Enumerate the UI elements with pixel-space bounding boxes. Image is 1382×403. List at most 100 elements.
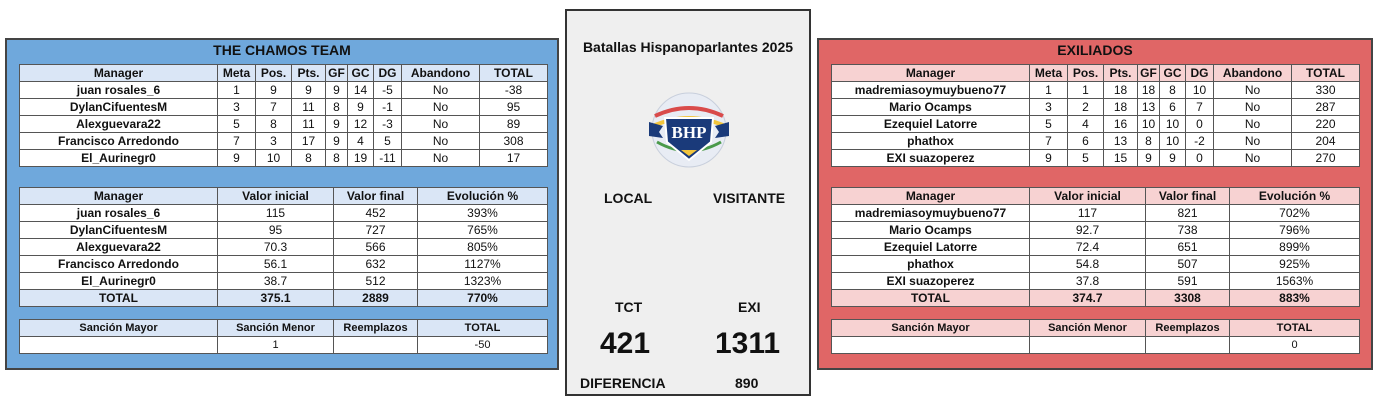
visitor-team-abbr: EXI xyxy=(738,299,761,315)
standings-table: Manager Meta Pos. Pts. GF GC DG Abandono TOTAL ju… xyxy=(19,64,548,167)
table-cell: 1563% xyxy=(1229,272,1360,290)
table-cell: 19 xyxy=(347,149,374,167)
table-cell: 18 xyxy=(1103,98,1138,116)
table-cell: 5 xyxy=(1067,149,1104,167)
table-row: 0 xyxy=(831,336,1360,354)
table-cell: 1 xyxy=(217,336,334,354)
table-cell: 11 xyxy=(291,115,326,133)
table-cell: 7 xyxy=(1185,98,1214,116)
total-row: TOTAL 375.1 2889 770% xyxy=(19,289,548,307)
table-row: Francisco Arredondo 7 3 17 9 4 5 No 308 xyxy=(19,132,548,150)
table-cell: No xyxy=(401,115,480,133)
table-cell: 10 xyxy=(1159,132,1186,150)
table-cell xyxy=(1145,336,1230,354)
table-cell: 6 xyxy=(1067,132,1104,150)
table-cell: 796% xyxy=(1229,221,1360,239)
table-cell: 37.8 xyxy=(1029,272,1146,290)
table-cell: 591 xyxy=(1145,272,1230,290)
bhp-logo: BHP xyxy=(649,92,729,168)
table-cell: No xyxy=(401,81,480,99)
table-cell: 89 xyxy=(479,115,548,133)
table-cell: 9 xyxy=(325,81,348,99)
table-cell: -3 xyxy=(373,115,402,133)
table-cell: 374.7 xyxy=(1029,289,1146,307)
table-cell: No xyxy=(1213,115,1292,133)
table-row: DylanCifuentesM 3 7 11 8 9 -1 No 95 xyxy=(19,98,548,116)
table-cell: phathox xyxy=(831,255,1030,273)
table-cell: 9 xyxy=(217,149,256,167)
table-cell: Ezequiel Latorre xyxy=(831,238,1030,256)
table-cell: 92.7 xyxy=(1029,221,1146,239)
table-cell: 95 xyxy=(479,98,548,116)
table-cell: Manager xyxy=(19,64,218,82)
table-cell: 4 xyxy=(1067,115,1104,133)
table-cell: TOTAL xyxy=(19,289,218,307)
sanctions-table: Sanción Mayor Sanción Menor Reemplazos TOTA… xyxy=(831,319,1360,354)
table-row: Francisco Arredondo 56.1 632 1127% xyxy=(19,255,548,273)
table-cell: 375.1 xyxy=(217,289,334,307)
table-cell: 9 xyxy=(347,98,374,116)
table-row: Ezequiel Latorre 72.4 651 899% xyxy=(831,238,1360,256)
table-row: EXI suazoperez 9 5 15 9 9 0 No 270 xyxy=(831,149,1360,167)
table-cell: Meta xyxy=(1029,64,1068,82)
table-cell: Pts. xyxy=(291,64,326,82)
table-cell: 9 xyxy=(1159,149,1186,167)
table-row: juan rosales_6 115 452 393% xyxy=(19,204,548,222)
table-row: Alexguevara22 5 8 11 9 12 -3 No 89 xyxy=(19,115,548,133)
table-row: Alexguevara22 70.3 566 805% xyxy=(19,238,548,256)
table-cell: 115 xyxy=(217,204,334,222)
table-cell: 7 xyxy=(1029,132,1068,150)
value-table: Manager Valor inicial Valor final Evolución… xyxy=(19,187,548,307)
table-cell: Valor inicial xyxy=(1029,187,1146,205)
table-cell: 452 xyxy=(333,204,418,222)
table-cell: 38.7 xyxy=(217,272,334,290)
table-cell: TOTAL xyxy=(1229,319,1360,337)
event-title: Batallas Hispanoparlantes 2025 xyxy=(582,39,794,55)
table-cell: -38 xyxy=(479,81,548,99)
table-cell: 765% xyxy=(417,221,548,239)
scoreboard-panel: Batallas Hispanoparlantes 2025 BHP LOCAL… xyxy=(565,9,811,396)
table-cell: -50 xyxy=(417,336,548,354)
header-row: Sanción Mayor Sanción Menor Reemplazos TOTA… xyxy=(831,319,1360,337)
table-cell: 72.4 xyxy=(1029,238,1146,256)
local-team-panel: THE CHAMOS TEAM Manager Meta Pos. Pts. GF GC D… xyxy=(5,38,559,370)
table-cell: 566 xyxy=(333,238,418,256)
table-cell: 8 xyxy=(291,149,326,167)
table-cell: 4 xyxy=(347,132,374,150)
visitor-label: VISITANTE xyxy=(713,190,786,206)
table-cell: 6 xyxy=(1159,98,1186,116)
visitor-team-panel: EXILIADOS Manager Meta Pos. Pts. GF GC DG Aband… xyxy=(817,38,1373,370)
table-cell: juan rosales_6 xyxy=(19,204,218,222)
table-cell: Valor final xyxy=(333,187,418,205)
table-cell xyxy=(1029,336,1146,354)
table-cell: 8 xyxy=(1159,81,1186,99)
table-cell: 10 xyxy=(1159,115,1186,133)
table-cell: 56.1 xyxy=(217,255,334,273)
table-row: Ezequiel Latorre 5 4 16 10 10 0 No 220 xyxy=(831,115,1360,133)
table-cell: 1 xyxy=(1029,81,1068,99)
difference-label: DIFERENCIA xyxy=(580,375,666,391)
table-cell: 15 xyxy=(1103,149,1138,167)
table-cell: 17 xyxy=(479,149,548,167)
table-cell: DG xyxy=(1185,64,1214,82)
table-cell: 8 xyxy=(255,115,292,133)
table-cell: 11 xyxy=(291,98,326,116)
table-cell: GF xyxy=(1137,64,1160,82)
table-cell: 70.3 xyxy=(217,238,334,256)
table-cell: Manager xyxy=(19,187,218,205)
table-cell: 270 xyxy=(1291,149,1360,167)
table-cell: Alexguevara22 xyxy=(19,115,218,133)
local-team-abbr: TCT xyxy=(615,299,643,315)
table-cell: 899% xyxy=(1229,238,1360,256)
table-cell: 12 xyxy=(347,115,374,133)
table-cell: 2889 xyxy=(333,289,418,307)
table-cell: Valor inicial xyxy=(217,187,334,205)
table-cell: Evolución % xyxy=(417,187,548,205)
table-cell: juan rosales_6 xyxy=(19,81,218,99)
table-cell: Francisco Arredondo xyxy=(19,255,218,273)
table-cell: 738 xyxy=(1145,221,1230,239)
total-row: TOTAL 374.7 3308 883% xyxy=(831,289,1360,307)
table-cell: 95 xyxy=(217,221,334,239)
table-cell xyxy=(831,336,1030,354)
header-row: Manager Valor inicial Valor final Evolución… xyxy=(19,187,548,205)
